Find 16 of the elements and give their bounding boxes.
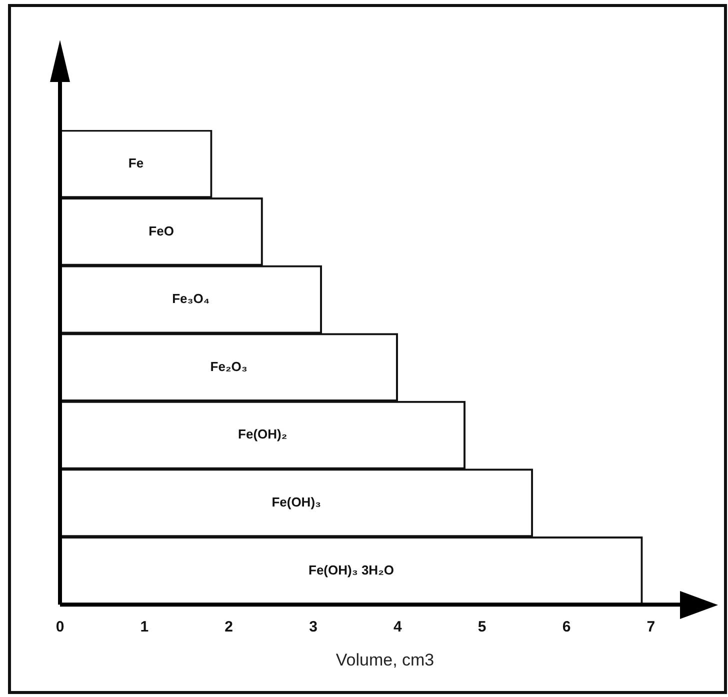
y-tick-label: Fe₃O₄ — [172, 291, 210, 306]
y-tick-label: Fe(OH)₃ 3H₂O — [308, 562, 394, 578]
y-tick-label: FeO — [148, 223, 174, 238]
x-tick-label: 0 — [56, 618, 64, 636]
x-tick-label: 7 — [646, 618, 656, 636]
x-tick-label: 4 — [393, 618, 402, 636]
x-tick-label: 1 — [140, 618, 149, 636]
y-tick-label: Fe(OH)₂ — [238, 426, 288, 442]
x-tick-label: 6 — [562, 618, 571, 636]
x-tick-label: 2 — [224, 618, 234, 636]
y-tick-label: Fe(OH)₃ — [272, 494, 322, 510]
x-tick-label: 5 — [478, 618, 486, 636]
x-axis-title: Volume, cm3 — [336, 650, 434, 670]
y-tick-label: Fe₂O₃ — [210, 358, 248, 374]
y-tick-label: Fe — [128, 155, 144, 170]
x-tick-label: 3 — [309, 618, 318, 636]
